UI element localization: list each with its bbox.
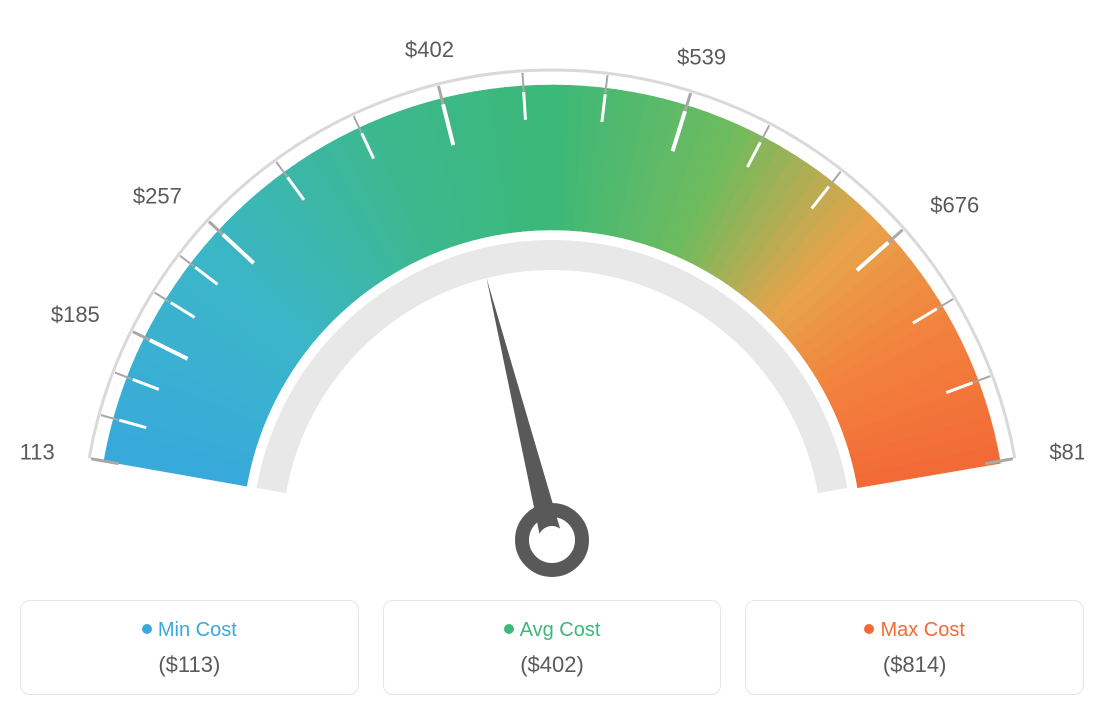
gauge-svg: $113 $185 $257 $402 $539 $676 $814 [20,20,1084,580]
tick-label: $402 [405,37,454,62]
gauge-needle [487,278,563,543]
legend-value-max: ($814) [756,652,1073,678]
tick-label: $257 [133,183,182,208]
legend-label-max: Max Cost [880,619,964,641]
gauge-band [104,85,1001,488]
legend-row: Min Cost ($113) Avg Cost ($402) Max Cost… [20,600,1084,695]
tick-label: $113 [20,439,55,464]
legend-value-avg: ($402) [394,652,711,678]
tick-label: $676 [930,192,979,217]
legend-card-max: Max Cost ($814) [745,600,1084,695]
legend-label-min: Min Cost [158,619,237,641]
tick-label: $185 [51,302,100,327]
legend-title-avg: Avg Cost [394,619,711,642]
legend-title-max: Max Cost [756,619,1073,642]
legend-title-min: Min Cost [31,619,348,642]
dot-icon [864,624,874,634]
legend-label-avg: Avg Cost [520,619,601,641]
tick-label: $814 [1049,439,1084,464]
needle-hub-hole [538,526,566,554]
dot-icon [504,624,514,634]
legend-card-avg: Avg Cost ($402) [383,600,722,695]
legend-value-min: ($113) [31,652,348,678]
dot-icon [142,624,152,634]
tick-label: $539 [677,45,726,70]
legend-card-min: Min Cost ($113) [20,600,359,695]
cost-gauge: $113 $185 $257 $402 $539 $676 $814 [20,20,1084,580]
